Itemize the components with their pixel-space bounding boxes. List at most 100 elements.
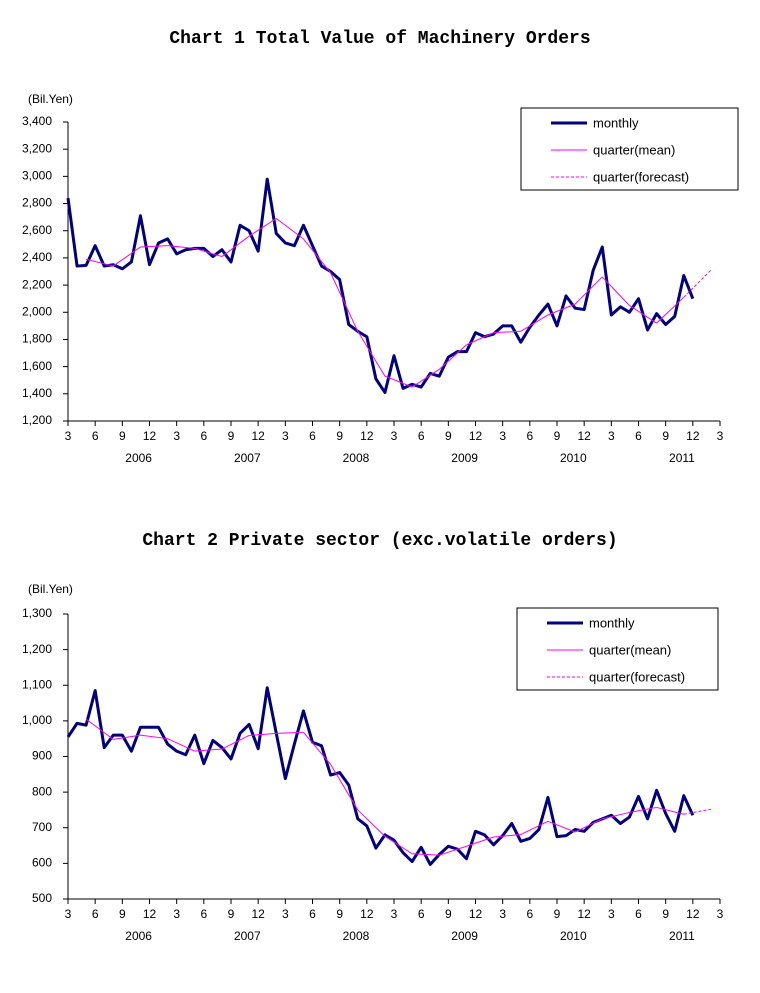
y-axis-label: (Bil.Yen) [28,92,73,106]
line-segment [167,245,195,249]
x-tick-label: 9 [119,429,126,443]
line-segment [194,748,222,752]
x-tick-label: 6 [309,429,316,443]
x-tick-label: 12 [360,907,374,921]
x-tick-label: 3 [608,429,615,443]
year-label: 2011 [669,451,695,465]
legend-label: quarter(forecast) [589,669,685,684]
year-label: 2010 [560,929,587,943]
x-tick-label: 3 [282,907,289,921]
line-segment [629,305,657,324]
x-tick-label: 12 [143,907,157,921]
year-label: 2008 [343,451,370,465]
line-segment [629,806,657,813]
x-tick-label: 6 [309,907,316,921]
x-tick-label: 9 [554,907,561,921]
x-tick-label: 6 [635,907,642,921]
x-tick-label: 12 [577,429,591,443]
y-tick-label: 1,200 [22,413,52,427]
x-tick-label: 3 [391,429,398,443]
line-segment [330,272,359,332]
x-tick-label: 3 [499,429,506,443]
line-segment [248,218,277,237]
y-tick-label: 1,200 [22,642,52,656]
line-segment [276,731,304,734]
x-tick-label: 12 [469,429,483,443]
x-tick-label: 3 [717,907,724,921]
x-tick-label: 12 [686,429,700,443]
line-segment [140,734,168,740]
year-label: 2011 [669,929,695,943]
y-tick-label: 2,600 [22,223,52,237]
line-segment [412,853,440,856]
x-tick-label: 9 [554,429,561,443]
line-segment [249,732,277,736]
x-tick-label: 9 [119,907,126,921]
x-tick-label: 12 [360,429,374,443]
x-tick-label: 3 [717,429,724,443]
line-segment [656,296,685,324]
year-label: 2007 [234,451,261,465]
line-segment [683,269,712,298]
x-tick-label: 6 [200,907,207,921]
x-tick-label: 12 [686,907,700,921]
line-segment [656,806,684,815]
x-tick-label: 6 [526,907,533,921]
x-tick-label: 6 [418,907,425,921]
y-tick-label: 600 [32,856,52,870]
line-segment [574,818,603,833]
y-tick-label: 2,000 [22,304,52,318]
x-tick-label: 12 [469,907,483,921]
x-tick-label: 12 [251,907,265,921]
line-segment [85,258,114,267]
line-segment [112,246,141,267]
chart-title: Chart 2 Private sector (exc.volatile ord… [142,531,617,551]
year-label: 2009 [451,451,478,465]
x-tick-label: 9 [336,907,343,921]
line-segment [140,245,168,248]
x-tick-label: 3 [499,907,506,921]
x-tick-label: 6 [418,429,425,443]
line-series [66,686,695,866]
x-tick-label: 3 [173,429,180,443]
y-tick-label: 3,200 [22,141,52,155]
x-tick-label: 3 [173,907,180,921]
line-segment [357,331,386,377]
line-segment [439,845,467,856]
y-tick-label: 2,200 [22,277,52,291]
line-segment [194,247,223,258]
x-tick-label: 9 [445,429,452,443]
year-label: 2009 [451,929,478,943]
line-segment [275,218,304,240]
x-tick-label: 9 [228,907,235,921]
y-tick-label: 1,000 [22,713,52,727]
year-label: 2006 [125,451,152,465]
x-tick-label: 9 [336,429,343,443]
line-segment [493,834,521,838]
line-segment [520,820,549,835]
x-tick-label: 9 [228,429,235,443]
y-tick-label: 3,400 [22,114,52,128]
line-segment [357,809,386,837]
x-tick-label: 12 [577,907,591,921]
line-segment [330,764,359,811]
legend-label: quarter(mean) [593,142,675,157]
x-tick-label: 9 [445,907,452,921]
x-tick-label: 6 [200,429,207,443]
legend-label: quarter(forecast) [593,169,689,184]
line-segment [493,330,521,334]
line-segment [167,738,195,752]
line-segment [520,314,549,332]
year-label: 2006 [125,929,152,943]
line-segment [221,735,250,750]
x-tick-label: 3 [282,429,289,443]
y-tick-label: 3,000 [22,169,52,183]
line-segment [602,811,630,820]
x-tick-label: 12 [251,429,265,443]
y-tick-label: 2,400 [22,250,52,264]
line-segment [384,375,413,388]
y-tick-label: 2,800 [22,196,52,210]
line-segment [547,303,576,316]
x-tick-label: 6 [635,429,642,443]
line-segment [438,344,467,370]
